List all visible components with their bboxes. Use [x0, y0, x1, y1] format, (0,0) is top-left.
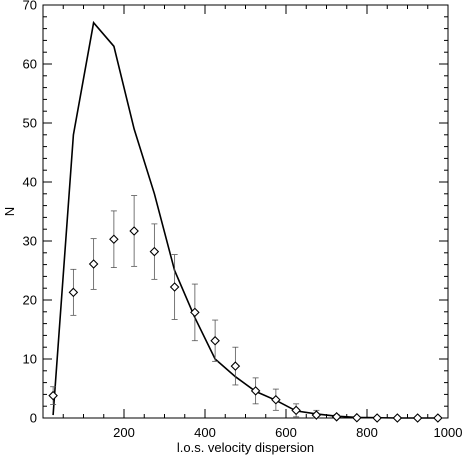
x-tick-label: 600 — [275, 425, 297, 440]
data-point — [352, 412, 362, 423]
data-point — [412, 413, 423, 423]
y-tick-label: 50 — [23, 116, 37, 131]
model-line — [52, 20, 438, 419]
axis-ticks — [43, 5, 448, 418]
plot-frame — [42, 4, 449, 419]
x-tick-labels: 200 400 600 800 1000 — [113, 425, 462, 440]
data-point — [433, 413, 443, 423]
data-point — [88, 259, 99, 269]
data-point — [230, 361, 241, 371]
data-point — [372, 413, 382, 423]
data-point — [210, 335, 220, 346]
y-tick-label: 0 — [30, 411, 37, 426]
data-point — [271, 394, 281, 405]
y-tick-label: 60 — [23, 57, 37, 72]
x-tick-label: 1000 — [434, 425, 463, 440]
data-point — [129, 226, 139, 236]
data-point — [149, 246, 160, 257]
x-tick-label: 200 — [113, 425, 135, 440]
x-tick-label: 800 — [356, 425, 378, 440]
y-tick-label: 40 — [23, 175, 37, 190]
data-point — [190, 307, 200, 318]
y-tick-label: 70 — [23, 0, 37, 13]
series-layer — [48, 20, 443, 423]
data-point — [68, 287, 79, 298]
data-point — [392, 413, 403, 423]
data-point — [169, 282, 180, 292]
data-point — [311, 410, 322, 420]
y-tick-label: 20 — [23, 293, 37, 308]
data-point — [250, 386, 261, 396]
y-tick-labels: 0 10 20 30 40 50 60 70 — [23, 0, 37, 426]
data-point — [291, 405, 301, 416]
y-axis-title: N — [2, 207, 17, 216]
data-point — [48, 390, 58, 401]
x-tick-label: 400 — [194, 425, 216, 440]
y-tick-label: 10 — [23, 352, 37, 367]
x-axis-title: l.o.s. velocity dispersion — [177, 440, 314, 455]
y-tick-label: 30 — [23, 234, 37, 249]
data-point — [331, 412, 342, 422]
data-point — [109, 234, 119, 245]
